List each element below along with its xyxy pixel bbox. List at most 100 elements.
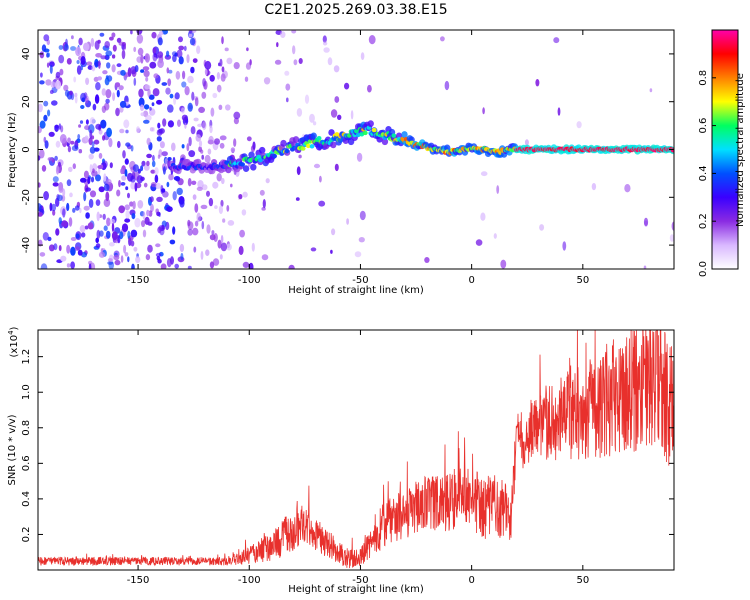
noise-cell: [84, 225, 89, 230]
noise-cell: [156, 136, 162, 142]
noise-cell: [218, 205, 223, 214]
noise-cell: [107, 258, 113, 262]
noise-cell: [97, 76, 102, 81]
noise-cell: [161, 151, 168, 157]
noise-cell: [174, 92, 180, 100]
noise-cell: [274, 59, 282, 65]
noise-cell: [133, 171, 140, 181]
noise-cell: [480, 212, 486, 221]
noise-cell: [86, 61, 93, 66]
noise-cell: [93, 139, 100, 145]
noise-cell: [100, 119, 107, 129]
noise-cell: [142, 211, 146, 220]
noise-cell: [111, 54, 116, 59]
noise-cell: [440, 36, 445, 42]
noise-cell: [178, 56, 184, 65]
noise-cell: [39, 120, 46, 129]
noise-cell: [368, 35, 376, 45]
noise-cell: [66, 244, 71, 254]
noise-cell: [200, 149, 204, 154]
noise-cell: [155, 182, 161, 190]
noise-cell: [125, 210, 130, 219]
ridge-halo: [194, 158, 202, 166]
noise-cell: [179, 243, 185, 253]
noise-cell: [51, 100, 58, 106]
noise-cell: [309, 113, 315, 123]
noise-cell: [80, 56, 86, 65]
noise-cell: [44, 140, 49, 149]
noise-cell: [288, 264, 295, 269]
noise-cell: [175, 177, 180, 182]
noise-cell: [202, 78, 207, 87]
noise-cell: [109, 242, 115, 247]
y-tick-label: 40: [21, 48, 32, 61]
noise-cell: [63, 84, 69, 92]
noise-cell: [198, 106, 206, 113]
noise-cell: [206, 190, 210, 197]
noise-cell: [493, 233, 497, 239]
noise-cell: [196, 45, 201, 54]
colorbar-ticks: 0.0 0.2 0.4 0.6 0.8: [698, 70, 716, 277]
noise-cell: [109, 36, 114, 41]
noise-cell: [191, 91, 195, 101]
noise-cell: [135, 256, 141, 264]
noise-cell: [132, 164, 139, 173]
noise-cell: [327, 57, 333, 66]
noise-cell: [144, 84, 151, 90]
noise-cell: [284, 70, 290, 76]
noise-cell: [643, 217, 649, 227]
ridge-cell: [316, 136, 322, 141]
noise-cell: [76, 65, 82, 75]
noise-cell: [179, 199, 185, 208]
noise-cell: [244, 76, 249, 82]
noise-cell: [154, 167, 159, 176]
noise-cell: [192, 227, 199, 236]
noise-cell: [49, 64, 53, 74]
noise-cell: [130, 240, 135, 247]
noise-cell: [358, 237, 365, 243]
x-tick-label: -50: [352, 275, 368, 286]
noise-cell: [52, 209, 56, 216]
noise-cell: [48, 244, 55, 252]
noise-cell: [91, 64, 96, 72]
noise-cell: [75, 233, 80, 239]
noise-cell: [95, 123, 102, 130]
noise-cell: [337, 114, 342, 121]
y-tick-label: 1.0: [21, 384, 32, 400]
noise-cell: [168, 69, 173, 74]
noise-cell: [181, 144, 185, 149]
noise-cell: [58, 217, 62, 225]
snr-x-label: Height of straight line (km): [288, 584, 424, 595]
noise-cell: [78, 37, 83, 46]
noise-cell: [52, 182, 59, 187]
noise-cell: [322, 35, 327, 43]
ridge-halo: [225, 166, 232, 174]
noise-cell: [156, 196, 163, 202]
noise-cell: [71, 145, 79, 152]
noise-cell: [81, 232, 86, 238]
noise-cell: [98, 60, 101, 69]
noise-cell: [238, 245, 244, 255]
ridge-halo: [280, 139, 287, 147]
noise-cell: [112, 44, 117, 52]
noise-cell: [125, 142, 131, 147]
noise-cell: [95, 237, 99, 244]
noise-cell: [85, 119, 89, 125]
noise-cell: [360, 52, 365, 60]
noise-cell: [98, 152, 103, 159]
noise-cell: [227, 220, 235, 226]
noise-cell: [157, 226, 162, 234]
noise-cell: [116, 89, 120, 98]
noise-cell: [539, 224, 545, 231]
noise-cell: [208, 135, 214, 145]
noise-cell: [671, 221, 674, 231]
noise-cell: [125, 129, 129, 134]
noise-cell: [149, 127, 154, 132]
noise-cell: [149, 61, 157, 69]
noise-cell: [334, 96, 340, 103]
noise-cell: [154, 174, 159, 183]
noise-cell: [209, 74, 215, 82]
noise-cell: [134, 65, 139, 73]
noise-cell: [188, 30, 193, 34]
noise-cell: [319, 175, 322, 183]
